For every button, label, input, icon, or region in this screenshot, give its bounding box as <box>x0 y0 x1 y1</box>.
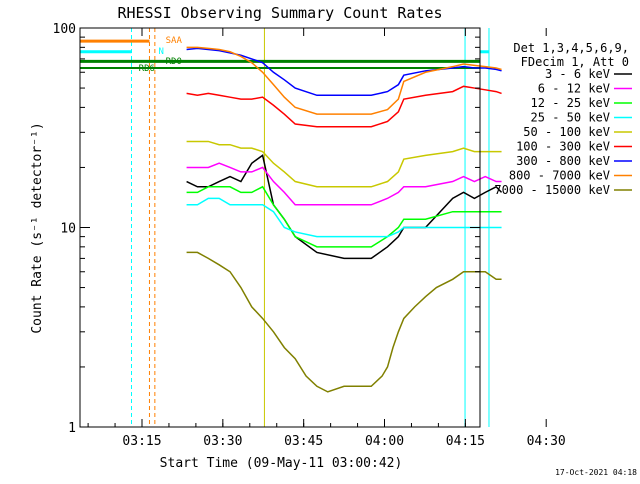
x-tick-label-0: 03:15 <box>122 434 161 449</box>
legend-label-7: 800 - 7000 keV <box>509 169 610 183</box>
annotation-saa: SAA <box>166 36 183 46</box>
x-tick-label-5: 04:30 <box>527 434 566 449</box>
series-line-7 <box>186 46 502 115</box>
legend-label-4: 50 - 100 keV <box>523 125 610 139</box>
legend-label-1: 6 - 12 keV <box>538 82 610 96</box>
legend-label-8: 7000 - 15000 keV <box>494 183 610 197</box>
chart-title: RHESSI Observing Summary Count Rates <box>117 4 442 22</box>
series-line-0 <box>186 154 503 260</box>
legend-header-1: FDecim 1, Att 0 <box>521 55 629 69</box>
y-axis-label: Count Rate (s⁻¹ detector⁻¹) <box>30 122 45 333</box>
x-tick-label-1: 03:30 <box>203 434 242 449</box>
plot-date-footer: 17-Oct-2021 04:18 <box>555 468 637 477</box>
legend-label-0: 3 - 6 keV <box>545 67 610 81</box>
x-axis-label: Start Time (09-May-11 03:00:42) <box>160 456 403 471</box>
x-tick-label-4: 04:15 <box>446 434 485 449</box>
series-line-1 <box>186 162 502 206</box>
series-line-8 <box>186 251 502 393</box>
annotation-rd0: RD0 <box>166 57 182 67</box>
x-tick-label-3: 04:00 <box>365 434 404 449</box>
y-axis-label-text: Count Rate (s⁻¹ detector⁻¹) <box>30 122 45 333</box>
axes: 03:15 03:30 03:45 04:00 04:15 04:30 1 10 100 <box>53 22 566 449</box>
series-line-3 <box>186 197 502 238</box>
annotation-rd6: RD6 <box>139 64 155 74</box>
y-tick-label-2: 100 <box>53 22 76 37</box>
legend-header-0: Det 1,3,4,5,6,9, <box>513 41 629 55</box>
series-line-2 <box>186 185 502 248</box>
series-line-4 <box>186 140 502 188</box>
legend: Det 1,3,4,5,6,9,FDecim 1, Att 03 - 6 keV… <box>494 41 632 197</box>
y-tick-label-0: 1 <box>68 421 76 436</box>
legend-label-6: 300 - 800 keV <box>516 154 610 168</box>
series-line-6 <box>186 47 502 97</box>
legend-label-3: 25 - 50 keV <box>531 111 610 125</box>
x-tick-label-2: 03:45 <box>284 434 323 449</box>
annotation-n: N <box>158 47 163 57</box>
legend-label-2: 12 - 25 keV <box>531 96 610 110</box>
y-tick-label-1: 10 <box>60 222 76 237</box>
series-line-5 <box>186 85 502 128</box>
legend-label-5: 100 - 300 keV <box>516 140 610 154</box>
